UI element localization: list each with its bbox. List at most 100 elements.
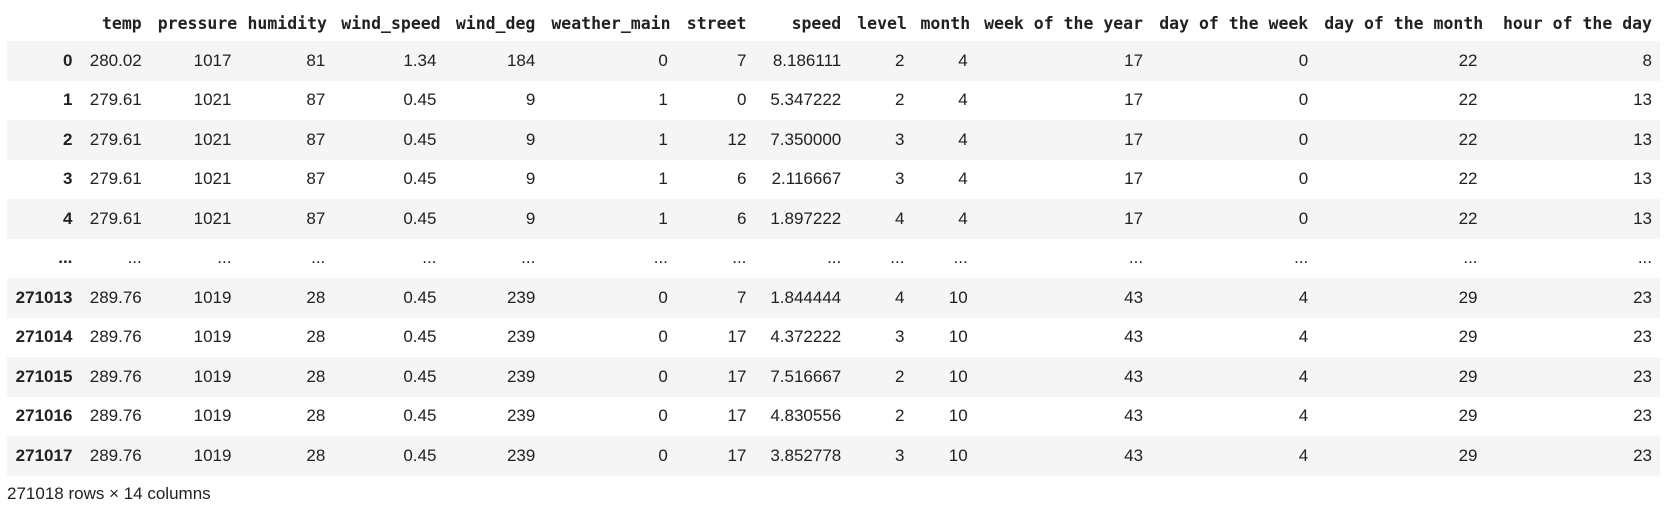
table-cell: 3 [894,169,905,189]
table-cell: 17 [727,406,747,426]
table-cell: 17 [727,366,747,386]
table-cell: 4 [1298,287,1309,307]
table-cell: 2 [894,50,905,70]
table-cell: 17 [1124,90,1144,110]
table-cell: 0.45 [403,287,437,307]
table-cell: 4 [894,208,905,228]
table-cell: 239 [506,406,536,426]
table-cell: 10 [948,287,968,307]
row-index: 3 [62,169,73,189]
table-cell: 13 [1633,208,1652,228]
table-cell: ... [732,248,747,268]
table-cell: 12 [727,129,747,149]
table-cell: 184 [506,50,536,70]
table-cell: 8 [1642,50,1652,70]
table-cell: 289.76 [89,445,142,465]
table-cell: ... [953,248,968,268]
table-cell: 28 [306,445,326,465]
table-cell: 7 [736,50,747,70]
table-cell: 1 [658,208,668,228]
table-cell: 29 [1458,327,1478,347]
table-row: 1 279.61 1021 87 0.45 9 1 0 5.347222 2 4 17 0 22 13 [7,80,1660,120]
table-cell: 4 [958,50,968,70]
dataframe-shape-text: 271018 rows × 14 columns [7,484,211,503]
table-cell: 3 [894,129,905,149]
table-cell: 279.61 [89,90,142,110]
table-cell: 4 [1298,366,1309,386]
table-cell: ... [521,248,536,268]
table-cell: 4 [958,90,968,110]
table-cell: 1.844444 [770,287,842,307]
table-cell: 279.61 [89,169,142,189]
ellipsis-row: ........................................… [7,238,1660,278]
column-header: week of the year [984,14,1144,33]
column-header: weather_main [551,14,671,33]
table-cell: ... [1294,248,1309,268]
table-cell: 1021 [193,208,232,228]
table-cell: 0.45 [403,445,437,465]
table-cell: 17 [1124,50,1144,70]
table-cell: 1 [658,90,668,110]
table-cell: 22 [1458,50,1478,70]
row-index: ... [58,248,73,268]
table-cell: 22 [1458,129,1478,149]
table-row: 4 279.61 1021 87 0.45 9 1 6 1.897222 4 4 17 0 22 13 [7,199,1660,239]
table-cell: 2 [894,406,905,426]
column-header: wind_deg [455,14,536,33]
table-cell: 87 [306,208,326,228]
table-cell: 0 [658,366,668,386]
table-row: 3 279.61 1021 87 0.45 9 1 6 2.116667 3 4 17 0 22 13 [7,159,1660,199]
table-cell: 22 [1458,169,1478,189]
table-cell: 280.02 [89,50,142,70]
table-cell: 23 [1633,406,1652,426]
column-header: speed [791,14,842,33]
column-header: month [920,14,971,33]
table-cell: 1019 [193,287,232,307]
table-cell: 23 [1633,445,1652,465]
table-cell: 1 [658,129,668,149]
table-cell: 9 [525,129,536,149]
column-header: day of the week [1159,14,1309,33]
row-index: 271015 [15,366,73,386]
table-cell: 0.45 [403,366,437,386]
table-cell: 1019 [193,445,232,465]
table-row: 271014 289.76 1019 28 0.45 239 0 17 4.372222 3 10 4… [7,317,1660,357]
column-header: humidity [247,14,327,33]
table-cell: 4 [1298,406,1309,426]
table-cell: 29 [1458,287,1478,307]
table-cell: 29 [1458,406,1478,426]
table-row: 271013 289.76 1019 28 0.45 239 0 7 1.844444 4 10 43… [7,278,1660,318]
row-index: 271017 [15,445,73,465]
table-cell: 5.347222 [770,90,842,110]
table-cell: 1.897222 [770,208,842,228]
table-cell: 9 [525,90,536,110]
table-cell: 289.76 [89,406,142,426]
table-row: 271017 289.76 1019 28 0.45 239 0 17 3.852778 3 10 4… [7,436,1660,476]
table-cell: 28 [306,287,326,307]
table-cell: 2 [894,366,905,386]
table-cell: 43 [1124,445,1144,465]
table-cell: 43 [1124,287,1144,307]
table-cell: 13 [1633,129,1652,149]
column-header: pressure [157,14,238,33]
table-row: 2 279.61 1021 87 0.45 9 1 12 7.350000 3 4 17 0 22 13 [7,120,1660,160]
table-cell: ... [127,248,142,268]
table-cell: 1019 [193,327,232,347]
table-cell: 8.186111 [772,50,842,70]
table-cell: 289.76 [89,366,142,386]
table-cell: 22 [1458,208,1478,228]
table-cell: 1021 [193,169,232,189]
row-index: 271013 [15,287,73,307]
table-cell: 13 [1633,90,1652,110]
table-cell: 1.34 [403,50,437,70]
table-cell: 0.45 [403,327,437,347]
row-index: 4 [62,208,73,228]
table-cell: 81 [306,50,326,70]
table-cell: 0.45 [403,406,437,426]
table-cell: ... [653,248,668,268]
column-header: street [686,14,747,33]
table-cell: 4.830556 [770,406,842,426]
table-cell: 7 [736,287,747,307]
table-cell: 17 [727,445,747,465]
table-cell: 1019 [193,406,232,426]
